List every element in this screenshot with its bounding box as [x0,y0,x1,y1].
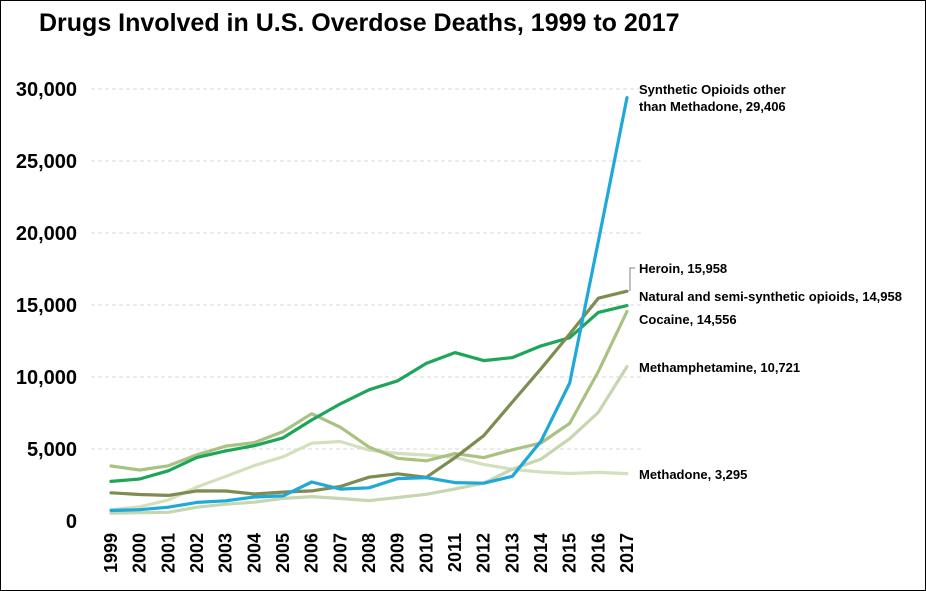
x-tick-label: 2006 [302,533,322,573]
series-line [109,304,629,483]
series-label: than Methadone, 29,406 [639,99,786,114]
x-tick-label: 2015 [560,533,580,573]
series-label: Cocaine, 14,556 [639,312,737,327]
x-tick-label: 2011 [445,533,465,572]
series-labels: Methadone, 3,295 Methamphetamine, 10,721 C… [629,82,902,482]
gridlines [91,88,641,450]
y-tick-label: 20,000 [16,223,77,245]
x-tick-label: 1999 [101,533,121,573]
heroin-leader-line [629,267,635,291]
x-tick-label: 2013 [502,533,522,573]
x-tick-label: 2008 [359,533,379,573]
series-label: Methamphetamine, 10,721 [639,360,800,375]
y-axis: 0 5,000 10,000 15,000 20,000 25,000 30,000 [16,79,77,533]
x-tick-label: 2012 [474,533,494,573]
x-tick-label: 2014 [531,533,551,573]
y-tick-label: 10,000 [16,367,77,389]
y-tick-label: 25,000 [16,151,77,173]
x-axis: 1999 2000 2001 2002 2003 2004 2005 2006 2007 2008… [101,533,637,573]
series-lines [109,95,629,515]
x-tick-label: 2009 [388,533,408,573]
series-label: Methadone, 3,295 [639,467,747,482]
y-tick-label: 5,000 [27,439,77,461]
series-label: Heroin, 15,958 [639,261,727,276]
x-tick-label: 2002 [187,533,207,573]
series-line [109,95,629,513]
x-tick-label: 2001 [158,533,178,573]
y-tick-label: 30,000 [16,79,77,101]
y-tick-label: 15,000 [16,295,77,317]
x-tick-label: 2000 [130,533,150,573]
x-tick-label: 2016 [588,533,608,573]
chart-title: Drugs Involved in U.S. Overdose Deaths, … [39,9,680,37]
y-tick-label: 0 [66,511,77,533]
x-tick-label: 2005 [273,533,293,573]
x-tick-label: 2017 [617,533,637,573]
x-tick-label: 2010 [416,533,436,573]
x-tick-label: 2004 [244,533,264,573]
x-tick-label: 2007 [330,533,350,573]
series-line [109,289,629,497]
x-tick-label: 2003 [216,533,236,573]
series-line [109,365,629,515]
series-line [109,439,629,512]
series-label: Synthetic Opioids other [639,82,786,97]
series-label: Natural and semi-synthetic opioids, 14,9… [639,289,902,304]
